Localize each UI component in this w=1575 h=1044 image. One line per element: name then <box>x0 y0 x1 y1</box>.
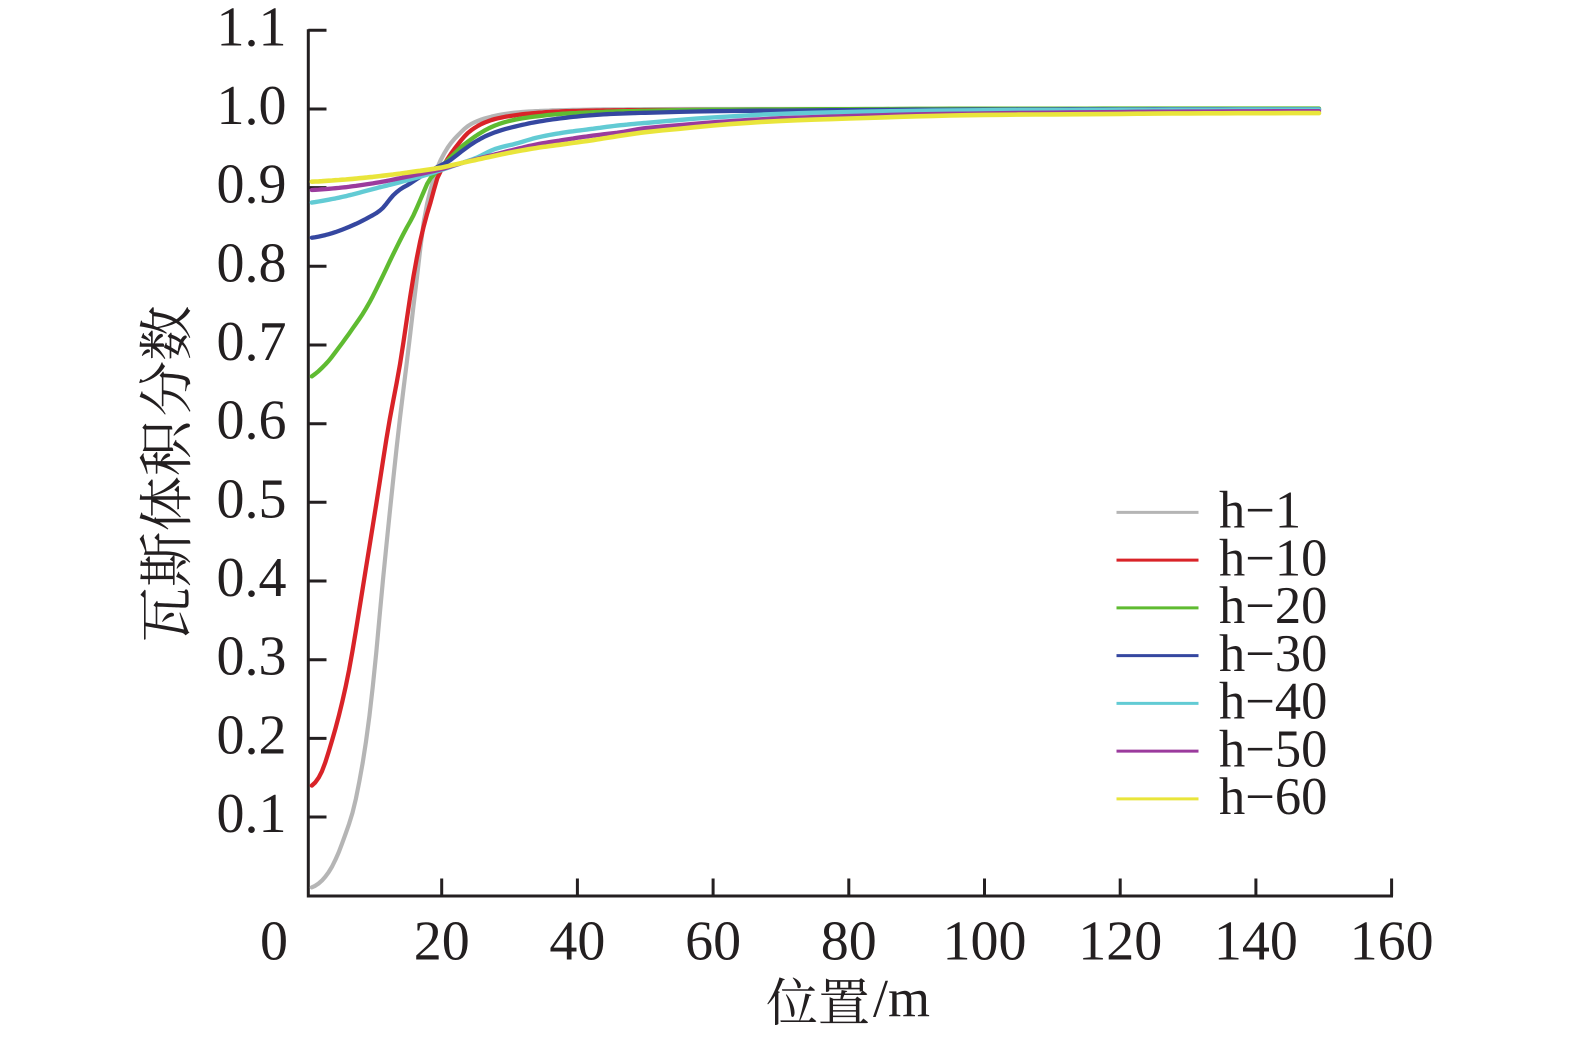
svg-text:140: 140 <box>1214 910 1298 972</box>
svg-text:0.7: 0.7 <box>217 311 287 373</box>
svg-text:h−10: h−10 <box>1219 529 1327 587</box>
svg-text:h−60: h−60 <box>1219 768 1327 826</box>
svg-text:h−50: h−50 <box>1219 720 1327 778</box>
svg-text:0.8: 0.8 <box>217 232 287 294</box>
svg-text:1.0: 1.0 <box>217 75 287 137</box>
svg-text:0.5: 0.5 <box>217 468 287 530</box>
svg-text:1.1: 1.1 <box>217 0 287 58</box>
svg-text:h−1: h−1 <box>1219 482 1301 540</box>
svg-text:/m: /m <box>873 969 930 1029</box>
svg-text:0.1: 0.1 <box>217 783 287 845</box>
svg-text:0.4: 0.4 <box>217 547 287 609</box>
svg-text:20: 20 <box>414 910 470 972</box>
svg-text:120: 120 <box>1078 910 1162 972</box>
svg-text:h−40: h−40 <box>1219 673 1327 731</box>
svg-text:h−30: h−30 <box>1219 625 1327 683</box>
svg-text:60: 60 <box>685 910 741 972</box>
svg-text:160: 160 <box>1350 910 1434 972</box>
svg-text:0.2: 0.2 <box>217 704 287 766</box>
svg-text:0: 0 <box>260 910 288 972</box>
svg-text:h−20: h−20 <box>1219 577 1327 635</box>
svg-text:80: 80 <box>821 910 877 972</box>
svg-text:0.3: 0.3 <box>217 626 287 688</box>
svg-text:0.6: 0.6 <box>217 390 287 452</box>
svg-text:40: 40 <box>549 910 605 972</box>
svg-text:0.9: 0.9 <box>217 154 287 216</box>
svg-text:100: 100 <box>943 910 1027 972</box>
